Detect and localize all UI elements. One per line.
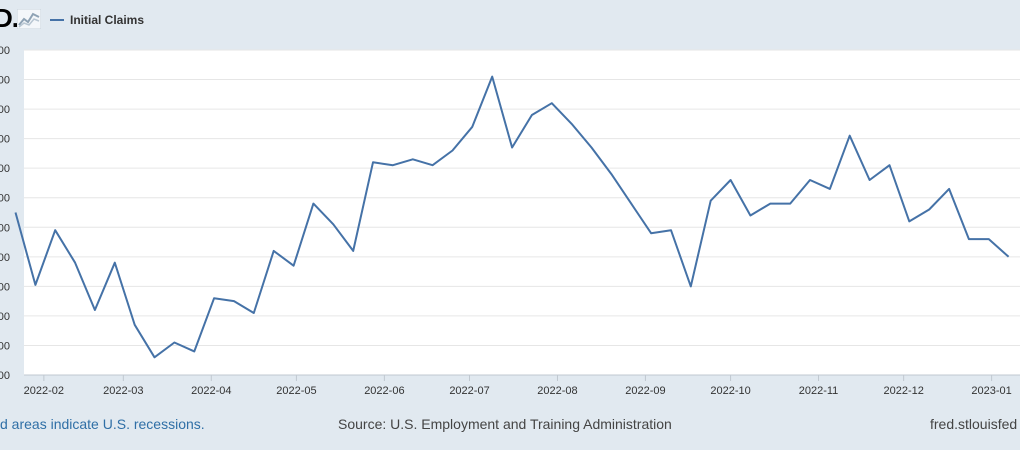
x-tick-label: 2022-11 (799, 385, 839, 397)
x-tick-label: 2022-07 (449, 385, 489, 397)
x-tick-label: 2022-06 (364, 385, 404, 397)
y-tick-label: 00 (0, 45, 10, 57)
x-tick-label: 2023-01 (971, 385, 1011, 397)
fred-logo[interactable]: D. (0, 3, 19, 33)
x-tick-label: 2022-10 (710, 385, 750, 397)
plot-background (24, 50, 1020, 375)
y-tick-label: 00 (0, 75, 10, 87)
x-tick-label: 2022-05 (276, 385, 316, 397)
x-tick-label: 2022-02 (24, 385, 64, 397)
y-tick-label: 00 (0, 252, 10, 264)
y-tick-label: 00 (0, 281, 10, 293)
x-tick-label: 2022-04 (191, 385, 231, 397)
x-tick-label: 2022-08 (537, 385, 577, 397)
series-line-initial-claims[interactable] (14, 75, 1010, 359)
chart-header: D. Initial Claims (0, 0, 1020, 40)
legend-swatch (50, 19, 64, 21)
legend-series-label: Initial Claims (70, 13, 145, 27)
x-axis-tick-labels: 2022-02 2022-03 2022-04 2022-05 2022-06 2022-… (24, 375, 1012, 397)
y-tick-label: 00 (0, 340, 10, 352)
y-axis-tick-labels: 00 00 00 00 00 00 00 00 00 00 00 00 (0, 45, 10, 382)
recession-note-link[interactable]: d areas indicate U.S. recessions. (0, 416, 205, 432)
y-tick-label: 00 (0, 193, 10, 205)
x-tick-label: 2022-09 (625, 385, 665, 397)
x-tick-label: 2022-03 (103, 385, 143, 397)
y-tick-label: 00 (0, 222, 10, 234)
y-tick-label: 00 (0, 134, 10, 146)
y-tick-label: 00 (0, 163, 10, 175)
grid-lines (24, 49, 1020, 376)
series-lines (14, 75, 1010, 359)
source-note: Source: U.S. Employment and Training Adm… (338, 416, 672, 432)
y-tick-label: 00 (0, 311, 10, 323)
line-graph-icon (17, 9, 41, 29)
y-tick-label: 00 (0, 370, 10, 382)
x-tick-label: 2022-12 (883, 385, 923, 397)
y-tick-label: 00 (0, 104, 10, 116)
chart-footer: d areas indicate U.S. recessions. Source… (0, 412, 1020, 436)
site-credit: fred.stlouisfed (930, 416, 1018, 432)
